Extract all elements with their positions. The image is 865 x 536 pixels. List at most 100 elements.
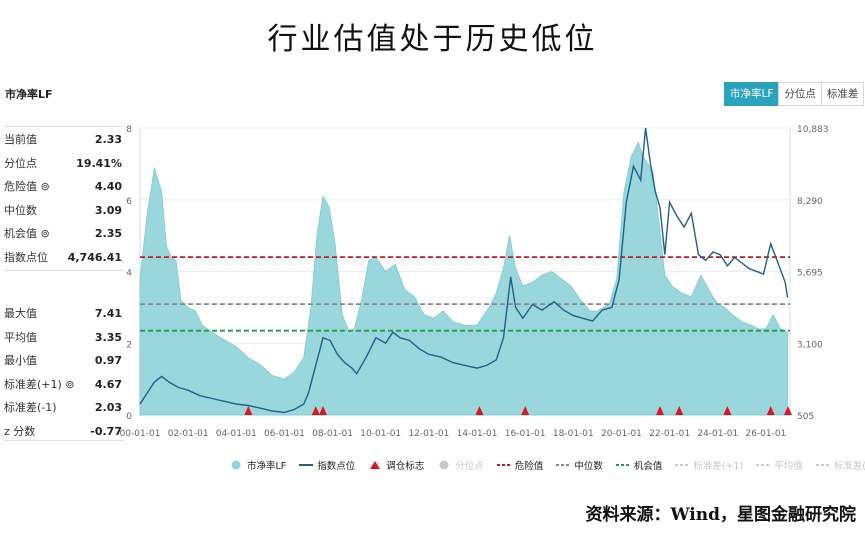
x-tick-label: 16-01-01 bbox=[505, 429, 546, 439]
stat-label: 中位数 bbox=[4, 203, 37, 217]
index-line bbox=[139, 127, 789, 414]
rebalance-marker bbox=[311, 406, 320, 415]
y-right-tick-label: 3,100 bbox=[797, 340, 823, 350]
stats-divider bbox=[4, 126, 124, 127]
x-tick-label: 00-01-01 bbox=[120, 429, 161, 439]
x-tick-label: 06-01-01 bbox=[264, 429, 305, 439]
rebalance-marker bbox=[784, 406, 792, 415]
legend-label: 机会值 bbox=[633, 461, 663, 472]
stat-value: 7.41 bbox=[94, 307, 122, 320]
stat-row: 最大值 7.41 bbox=[4, 305, 122, 323]
y-right-tick-label: 5,695 bbox=[797, 269, 823, 279]
stat-value: 4,746.41 bbox=[67, 250, 122, 264]
x-tick-label: 04-01-01 bbox=[216, 429, 257, 439]
legend-label: 中位数 bbox=[574, 461, 603, 472]
stats-divider bbox=[4, 440, 124, 441]
rebalance-marker bbox=[318, 406, 327, 415]
stat-value: -0.77 bbox=[90, 424, 122, 438]
stat-label: 当前值 bbox=[4, 133, 37, 146]
legend-item[interactable]: 中位数 bbox=[555, 458, 603, 472]
stat-label: 机会值 ⊚ bbox=[4, 227, 50, 240]
legend-item[interactable]: 平均值 bbox=[755, 458, 803, 472]
chart-legend: 市净率LF 指数点位 调仓标志 分位点 危险值 中位数 机会值 标准差(+1) 平均值 标准差(-… bbox=[228, 458, 865, 472]
legend-item[interactable]: 标准差(-1) bbox=[815, 458, 865, 472]
x-tick-label: 10-01-01 bbox=[360, 429, 401, 439]
y-right-tick-label: 505 bbox=[797, 412, 814, 422]
legend-item[interactable]: 指数点位 bbox=[298, 458, 355, 472]
legend-label: 危险值 bbox=[514, 461, 544, 472]
tab-0[interactable]: 市净率LF bbox=[724, 82, 780, 106]
view-tabs: 市净率LF 分位点 标准差 bbox=[724, 82, 865, 106]
stat-label: z 分数 bbox=[4, 424, 36, 438]
stat-row: 危险值 ⊚ 4.40 bbox=[4, 178, 122, 196]
legend-label: 分位点 bbox=[455, 461, 484, 472]
legend-dash-icon bbox=[556, 464, 571, 466]
stat-value: 0.97 bbox=[94, 354, 122, 367]
y-left-tick-label: 0 bbox=[126, 412, 132, 422]
metric-label: 市净率LF bbox=[5, 88, 53, 101]
legend-dash-icon bbox=[756, 464, 771, 466]
rebalance-marker bbox=[521, 406, 530, 415]
x-tick-label: 24-01-01 bbox=[697, 429, 738, 439]
tab-1[interactable]: 分位点 bbox=[778, 82, 822, 106]
rebalance-marker bbox=[723, 406, 732, 415]
stat-value: 4.67 bbox=[94, 377, 122, 391]
source-note: 资料来源：Wind，星图金融研究院 bbox=[585, 505, 857, 525]
y-left-tick-label: 4 bbox=[126, 269, 132, 279]
legend-item[interactable]: 市净率LF bbox=[228, 458, 286, 472]
legend-line-icon bbox=[299, 464, 314, 466]
stat-label: 标准差(-1) bbox=[4, 401, 57, 414]
legend-item[interactable]: 机会值 bbox=[615, 458, 663, 472]
legend-label: 指数点位 bbox=[317, 461, 356, 472]
y-right-tick-label: 10,883 bbox=[797, 125, 829, 135]
legend-dash-icon bbox=[496, 464, 511, 466]
rebalance-marker bbox=[675, 406, 684, 415]
stat-value: 2.33 bbox=[94, 133, 122, 146]
stat-label: 指数点位 bbox=[4, 250, 48, 264]
tab-2[interactable]: 标准差 bbox=[820, 82, 865, 106]
x-tick-label: 02-01-01 bbox=[168, 429, 209, 439]
stat-label: 分位点 bbox=[4, 156, 37, 170]
legend-item[interactable]: 危险值 bbox=[496, 458, 544, 472]
stat-value: 3.35 bbox=[94, 330, 122, 344]
y-left-tick-label: 8 bbox=[126, 125, 132, 135]
stat-label: 最小值 bbox=[4, 354, 37, 367]
pb-area bbox=[139, 141, 789, 416]
stat-label: 标准差(+1) ⊚ bbox=[4, 377, 75, 391]
legend-item[interactable]: 标准差(+1) bbox=[674, 458, 743, 472]
legend-label: 平均值 bbox=[774, 461, 803, 472]
stat-row: 平均值 3.35 bbox=[4, 329, 122, 347]
stat-label: 最大值 bbox=[4, 307, 37, 320]
legend-dash-icon bbox=[675, 464, 690, 466]
y-left-tick-label: 6 bbox=[126, 197, 132, 207]
rebalance-marker bbox=[766, 406, 775, 415]
x-tick-label: 26-01-01 bbox=[745, 429, 786, 439]
legend-item[interactable]: 分位点 bbox=[436, 458, 484, 472]
stat-row: 指数点位 4,746.41 bbox=[4, 249, 122, 267]
stat-row: 中位数 3.09 bbox=[4, 202, 122, 220]
legend-dot-icon bbox=[231, 460, 241, 470]
rebalance-marker bbox=[656, 406, 664, 415]
x-tick-label: 14-01-01 bbox=[457, 429, 498, 439]
stat-value: 19.41% bbox=[76, 156, 122, 170]
legend-dash-icon bbox=[615, 464, 630, 466]
stat-row: 标准差(+1) ⊚ 4.67 bbox=[4, 376, 122, 394]
legend-label: 标准差(-1) bbox=[833, 461, 865, 472]
stat-row: 标准差(-1) 2.03 bbox=[4, 399, 122, 417]
x-tick-label: 18-01-01 bbox=[553, 429, 594, 439]
chart-title: 行业估值处于历史低位 bbox=[267, 22, 598, 57]
rebalance-marker bbox=[244, 406, 253, 415]
stat-row: 最小值 0.97 bbox=[4, 352, 122, 370]
stat-value: 3.09 bbox=[94, 203, 122, 217]
x-tick-label: 22-01-01 bbox=[649, 429, 690, 439]
stat-value: 4.40 bbox=[94, 180, 122, 193]
stat-row: 分位点 19.41% bbox=[4, 155, 122, 173]
legend-dot-icon bbox=[439, 460, 449, 470]
y-left-tick-label: 2 bbox=[126, 340, 132, 350]
legend-label: 调仓标志 bbox=[386, 461, 425, 472]
y-right-tick-label: 8,290 bbox=[797, 197, 823, 207]
stat-label: 平均值 bbox=[4, 330, 37, 344]
legend-item[interactable]: 调仓标志 bbox=[367, 458, 424, 472]
x-tick-label: 12-01-01 bbox=[408, 429, 449, 439]
valuation-chart: 0 2 4 6 8 505 3,100 5,695 8,290 10,883 00-01-01 02-… bbox=[120, 125, 829, 439]
